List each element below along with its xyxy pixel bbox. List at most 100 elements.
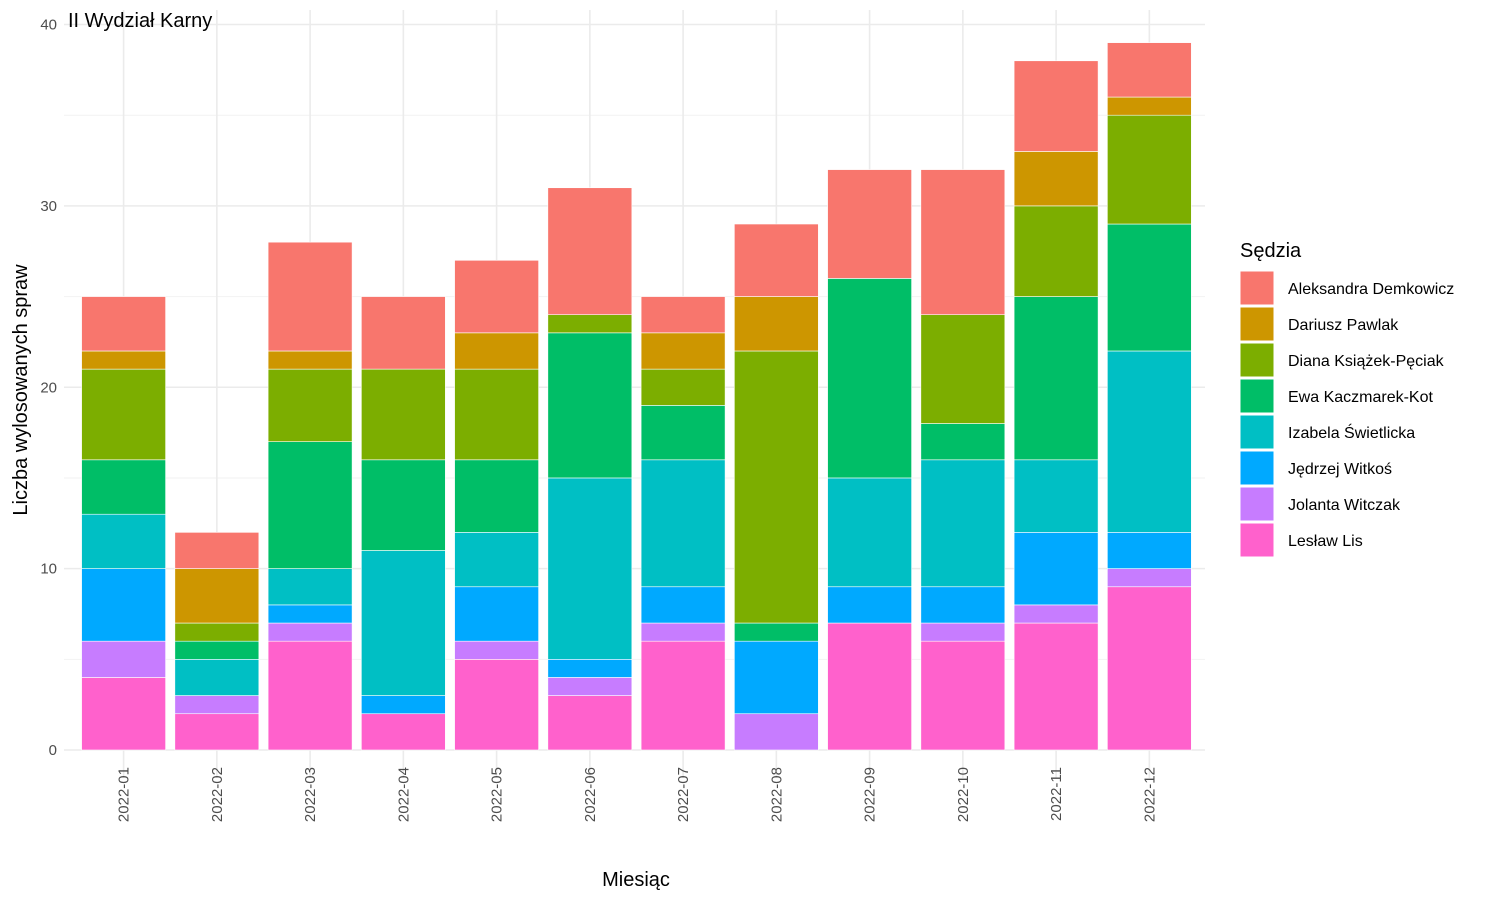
y-tick-label: 0 — [49, 742, 57, 759]
legend-label: Lesław Lis — [1288, 533, 1363, 550]
bar-segment — [361, 713, 446, 751]
bar-segment — [454, 659, 539, 751]
bar-segment — [920, 622, 1006, 642]
x-tick-label: 2022-02 — [209, 767, 226, 822]
bar-segment — [361, 368, 446, 461]
bar-segment — [454, 532, 539, 588]
x-tick-label: 2022-12 — [1141, 767, 1158, 822]
bar-segment — [81, 677, 166, 751]
bar-segment — [1013, 532, 1099, 606]
legend-label: Aleksandra Demkowicz — [1288, 281, 1454, 298]
y-axis-ticks: 0 10 20 30 40 — [40, 17, 57, 759]
bar-segment — [734, 622, 819, 642]
bar-segment — [640, 459, 726, 588]
bar-segment — [174, 568, 260, 624]
legend-label: Ewa Kaczmarek-Kot — [1288, 389, 1433, 406]
legend-key — [1239, 450, 1275, 486]
bar-segment — [547, 695, 633, 751]
legend-key — [1239, 378, 1275, 414]
bar-segment — [81, 568, 166, 642]
bar-segment — [734, 296, 819, 352]
bar-segment — [361, 459, 446, 551]
bar-segment — [1107, 350, 1192, 533]
legend-key — [1239, 270, 1275, 306]
legend-title: Sędzia — [1240, 240, 1302, 262]
bar-segment — [454, 368, 539, 461]
y-axis-title: Liczba wylosowanych spraw — [10, 264, 32, 516]
bar-segment — [547, 187, 633, 316]
bar-segment — [454, 332, 539, 370]
y-tick-label: 30 — [40, 198, 57, 215]
bar-segment — [640, 332, 726, 370]
bar-segment — [361, 296, 446, 370]
bar-segment — [640, 640, 726, 751]
bar-segment — [920, 586, 1006, 624]
x-axis-title: Miesiąc — [602, 869, 670, 891]
bar-segment — [734, 713, 819, 751]
bar-segment — [454, 259, 539, 334]
x-tick-label: 2022-05 — [489, 767, 506, 822]
bar-segment — [267, 368, 353, 442]
bar-segment — [827, 169, 912, 279]
bar-segment — [827, 278, 912, 479]
bar-segment — [267, 441, 353, 569]
bar-segment — [920, 169, 1006, 316]
x-tick-label: 2022-08 — [768, 767, 785, 822]
legend-label: Jolanta Witczak — [1288, 497, 1401, 514]
chart-title: II Wydział Karny — [68, 10, 212, 32]
legend-key — [1239, 486, 1275, 522]
bar-segment — [1107, 568, 1192, 588]
bar-segment — [547, 332, 633, 479]
bar-segment — [454, 459, 539, 533]
bar-segment — [827, 586, 912, 624]
bar-segment — [1107, 42, 1192, 98]
x-tick-label: 2022-01 — [116, 767, 133, 822]
bar-segment — [1013, 60, 1099, 152]
bar-segment — [174, 640, 260, 660]
bar-segment — [827, 477, 912, 588]
bar-segment — [454, 640, 539, 660]
bar-segment — [81, 296, 166, 352]
bar-segment — [1013, 296, 1099, 461]
x-tick-label: 2022-06 — [582, 767, 599, 822]
bar-segment — [267, 350, 353, 370]
bar-segment — [1013, 622, 1099, 751]
bar-segment — [547, 314, 633, 334]
bar-segment — [920, 459, 1006, 588]
x-axis-ticks: 2022-01 2022-02 2022-03 2022-04 2022-05 2022-… — [116, 767, 1159, 822]
y-tick-label: 20 — [40, 379, 57, 396]
bar-segment — [1013, 459, 1099, 533]
bar-segment — [547, 659, 633, 678]
bar-segment — [827, 622, 912, 751]
bar-segment — [81, 368, 166, 461]
y-tick-label: 40 — [40, 17, 57, 34]
bar-segment — [81, 350, 166, 370]
bar-segment — [174, 622, 260, 642]
x-tick-label: 2022-11 — [1048, 767, 1065, 821]
bar-segment — [174, 532, 260, 569]
bar-segment — [734, 640, 819, 715]
legend: Sędzia Aleksandra Demkowicz Dariusz Pawla… — [1239, 240, 1454, 558]
bar-segment — [920, 640, 1006, 751]
bar-segment — [1107, 114, 1192, 225]
x-tick-label: 2022-04 — [395, 767, 412, 822]
bar-segment — [734, 350, 819, 624]
bar-segment — [81, 513, 166, 569]
legend-label: Dariusz Pawlak — [1288, 317, 1399, 334]
bar-segment — [267, 604, 353, 624]
x-tick-label: 2022-09 — [862, 767, 879, 822]
legend-key — [1239, 306, 1275, 342]
bar-segment — [640, 622, 726, 642]
bar-segment — [1013, 205, 1099, 297]
bar-segment — [81, 640, 166, 678]
bar-segment — [267, 241, 353, 352]
bar-segment — [1107, 586, 1192, 751]
bar-segment — [361, 695, 446, 715]
bar-segment — [454, 586, 539, 642]
bar-segment — [734, 223, 819, 297]
bar-segment — [1107, 223, 1192, 352]
bar-segment — [267, 568, 353, 606]
legend-items: Aleksandra Demkowicz Dariusz Pawlak Diana … — [1239, 270, 1454, 558]
bar-segment — [81, 459, 166, 515]
